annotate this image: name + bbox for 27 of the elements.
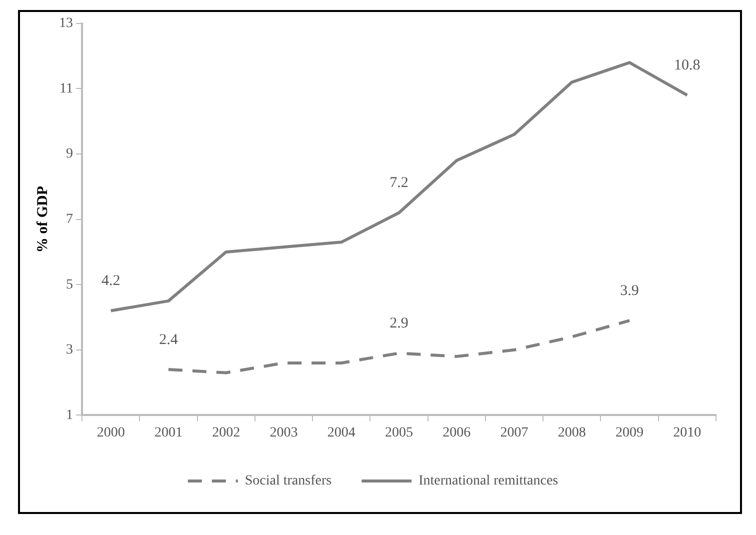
x-tick-label: 2004 [327, 425, 356, 440]
y-tick-label: 3 [66, 342, 73, 358]
y-tick-label: 5 [66, 277, 73, 292]
x-tick-label: 2002 [212, 425, 240, 440]
data-label: 2.9 [390, 316, 408, 332]
data-label: 10.8 [674, 58, 700, 74]
x-tick-label: 2003 [270, 425, 298, 440]
y-tick-label: 9 [66, 146, 73, 162]
legend-label: International remittances [418, 474, 558, 489]
x-tick-label: 2010 [673, 425, 702, 440]
y-axis-title: % of GDP [34, 186, 51, 253]
x-tick-label: 2000 [96, 425, 125, 440]
x-tick-label: 2009 [616, 425, 644, 440]
data-label: 4.2 [101, 273, 120, 290]
data-label: 2.4 [159, 332, 178, 348]
y-tick-label: 13 [59, 16, 73, 32]
x-tick-label: 2008 [558, 425, 586, 440]
y-tick-label: 11 [60, 81, 73, 96]
x-tick-label: 2006 [442, 425, 471, 440]
x-tick-label: 2001 [154, 425, 182, 440]
data-label: 3.9 [620, 282, 639, 299]
x-tick-label: 2007 [500, 425, 528, 440]
data-label: 7.2 [390, 175, 408, 192]
legend-label: Social transfers [244, 474, 332, 489]
y-tick-label: 1 [66, 408, 73, 423]
x-tick-label: 2005 [385, 425, 413, 440]
y-tick-label: 7 [66, 212, 73, 227]
